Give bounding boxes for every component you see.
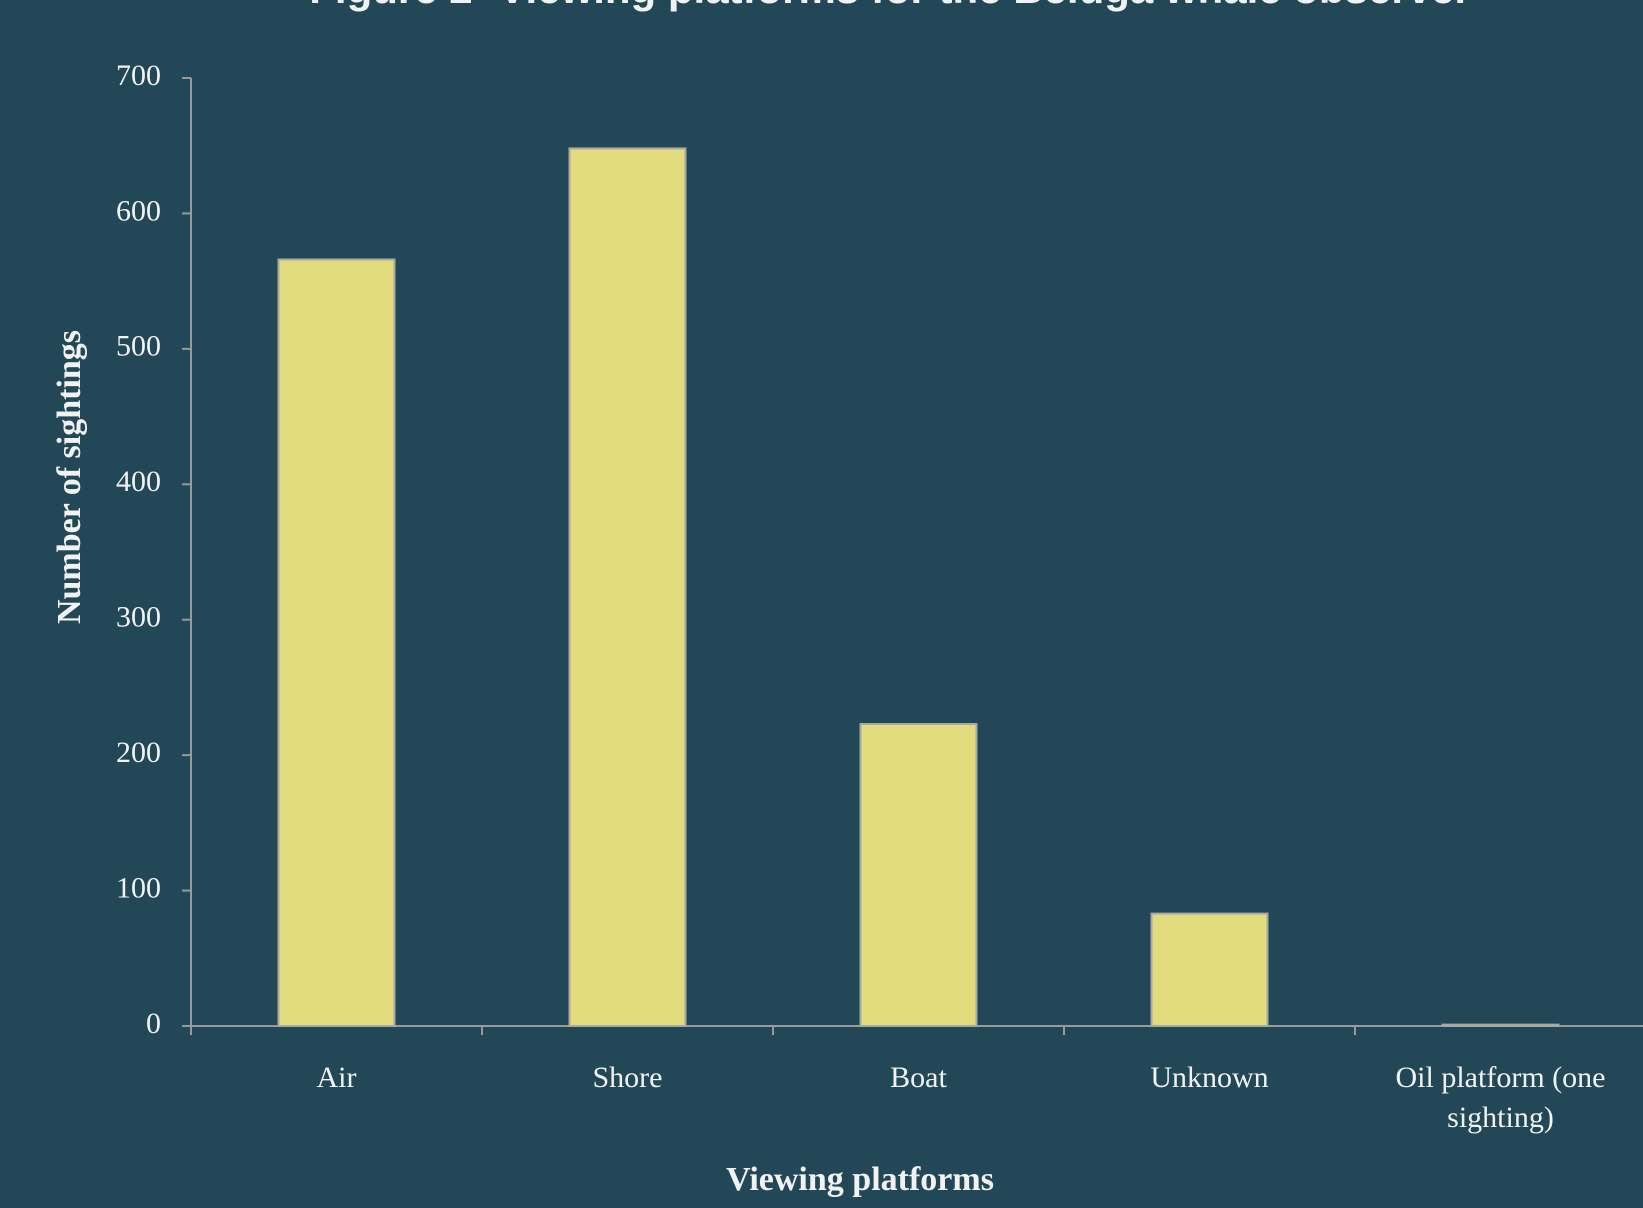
bar	[1441, 1023, 1560, 1028]
chart-title: Figure 2- Viewing platforms for the Belu…	[309, 0, 1470, 12]
x-tick-label: Unknown	[1150, 1061, 1269, 1094]
x-tick-label: Air	[316, 1061, 357, 1094]
y-tick-label: 100	[116, 871, 161, 904]
x-tick-label: Shore	[592, 1061, 663, 1094]
y-tick-label: 0	[146, 1007, 161, 1040]
y-tick-label: 700	[116, 59, 161, 92]
y-tick-label: 600	[116, 194, 161, 227]
y-tick-label: 500	[116, 330, 161, 363]
bar	[1150, 912, 1269, 1028]
bar	[859, 722, 978, 1027]
y-tick-label: 400	[116, 465, 161, 498]
x-tick-label: Oil platform (one sighting)	[1395, 1061, 1606, 1134]
bar	[568, 147, 687, 1027]
y-tick-label: 300	[116, 601, 161, 634]
x-tick-label: Boat	[890, 1061, 947, 1094]
y-tick-label: 200	[116, 736, 161, 769]
y-axis-label: Number of sightings	[51, 330, 88, 624]
x-axis-label: Viewing platforms	[726, 1161, 994, 1198]
bar	[277, 258, 396, 1027]
